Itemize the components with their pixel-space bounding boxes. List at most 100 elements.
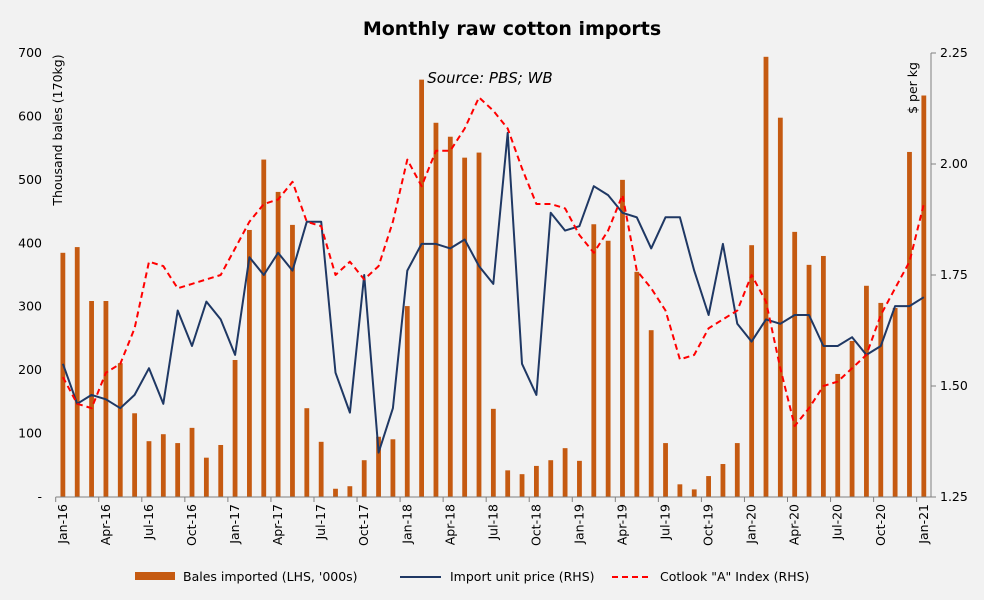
bar-Dec-16 <box>218 444 224 497</box>
x-tick-label: Jul-17 <box>313 504 328 541</box>
bar-Dec-20 <box>907 151 912 497</box>
bar-Oct-20 <box>878 302 884 497</box>
axes-group: Jan-16 Apr-16 Jul-16 Oct-16 Jan-17 Apr-17 Jul-… <box>18 45 968 546</box>
left-tick-label: 400 <box>18 235 42 250</box>
x-tick-label: Apr-16 <box>98 504 113 545</box>
bar-Aug-19 <box>677 484 683 497</box>
right-tick-label: 1.50 <box>940 378 968 393</box>
left-tick-label: 700 <box>18 45 42 60</box>
bar-Jan-19 <box>577 460 582 497</box>
lines-group <box>61 96 925 454</box>
bar-Aug-17 <box>333 488 338 497</box>
bar-Sep-17 <box>347 486 353 497</box>
right-tick-label: 2.00 <box>940 156 968 171</box>
left-tick-label: - <box>37 489 42 504</box>
x-tick-label: Apr-19 <box>615 504 630 545</box>
x-tick-label: Jul-16 <box>141 504 156 541</box>
bar-Nov-16 <box>203 457 209 497</box>
bar-Nov-17 <box>376 436 381 497</box>
bar-Mar-19 <box>605 240 611 497</box>
bar-Oct-19 <box>706 476 711 497</box>
right-axis-label: $ per kg <box>905 62 920 114</box>
bar-Oct-17 <box>361 460 367 497</box>
bar-Aug-20 <box>849 340 855 497</box>
bar-Mar-17 <box>261 159 267 497</box>
legend-label-bales: Bales imported (LHS, '000s) <box>183 569 358 584</box>
bar-Jan-17 <box>232 359 238 497</box>
bar-Jan-16 <box>60 252 66 497</box>
bar-Feb-18 <box>419 79 425 497</box>
bar-Jul-18 <box>490 408 496 497</box>
x-tick-label: Oct-20 <box>873 504 888 546</box>
bar-Jul-20 <box>835 373 841 497</box>
bar-Sep-19 <box>691 489 697 497</box>
bar-Jun-17 <box>304 408 310 497</box>
bar-Sep-16 <box>175 443 181 497</box>
bar-Jun-18 <box>476 152 482 497</box>
bar-Nov-18 <box>548 460 554 497</box>
bar-Nov-20 <box>892 307 898 497</box>
chart-subtitle: Source: PBS; WB <box>427 69 552 87</box>
x-tick-label: Jan-16 <box>55 504 70 545</box>
x-tick-label: Jan-20 <box>744 504 759 545</box>
x-tick-label: Jan-17 <box>227 504 242 545</box>
x-tick-label: Apr-17 <box>270 504 285 545</box>
bar-Apr-19 <box>620 179 625 497</box>
bar-Mar-16 <box>89 301 94 497</box>
bar-Jun-19 <box>648 330 654 497</box>
left-tick-label: 300 <box>18 299 42 314</box>
right-tick-label: 1.25 <box>940 489 968 504</box>
bar-Apr-18 <box>447 136 453 497</box>
x-tick-label: Jan-19 <box>571 504 586 545</box>
bar-May-20 <box>806 264 812 497</box>
bar-Feb-20 <box>763 56 769 497</box>
bar-Apr-20 <box>792 231 798 497</box>
bar-Sep-18 <box>519 474 525 497</box>
bar-Jul-19 <box>663 443 668 497</box>
bar-Feb-16 <box>74 247 80 497</box>
left-tick-label: 500 <box>18 172 42 187</box>
bar-May-18 <box>462 157 468 497</box>
legend-swatch-bales <box>135 572 175 580</box>
bar-Feb-19 <box>591 224 597 497</box>
x-tick-label: Oct-16 <box>184 504 199 546</box>
bar-Dec-18 <box>562 448 568 497</box>
bar-Aug-18 <box>505 470 511 497</box>
bar-Jul-17 <box>318 441 324 497</box>
x-tick-label: Jul-19 <box>658 504 673 541</box>
legend: Bales imported (LHS, '000s) Import unit … <box>135 569 809 584</box>
left-axis-label: Thousand bales (170kg) <box>50 54 65 206</box>
bar-Jun-16 <box>132 413 138 497</box>
bar-May-19 <box>634 271 640 497</box>
bar-Oct-16 <box>189 427 195 497</box>
bar-Mar-18 <box>433 122 439 498</box>
x-tick-label: Apr-18 <box>442 504 457 545</box>
legend-label-import-price: Import unit price (RHS) <box>450 569 595 584</box>
bar-Jul-16 <box>146 441 152 497</box>
left-tick-label: 200 <box>18 362 42 377</box>
bar-May-16 <box>117 363 123 497</box>
x-tick-label: Apr-20 <box>787 504 802 545</box>
bar-Dec-19 <box>734 443 740 497</box>
bar-Dec-17 <box>390 439 396 497</box>
bar-Jan-21 <box>921 95 927 498</box>
x-tick-label: Jan-21 <box>916 504 931 545</box>
bar-Jan-18 <box>404 306 410 497</box>
x-tick-label: Oct-19 <box>701 504 716 546</box>
right-tick-label: 2.25 <box>940 45 968 60</box>
chart-title: Monthly raw cotton imports <box>363 18 661 40</box>
bar-Jun-20 <box>820 255 826 497</box>
x-tick-label: Jul-18 <box>485 504 500 541</box>
legend-label-cotlook: Cotlook "A" Index (RHS) <box>660 569 809 584</box>
x-tick-label: Oct-17 <box>356 504 371 546</box>
bar-Oct-18 <box>533 465 539 497</box>
bars-group <box>60 56 927 498</box>
bar-May-17 <box>290 224 295 498</box>
bar-Nov-19 <box>720 464 726 497</box>
bar-Jan-20 <box>749 245 755 497</box>
left-tick-label: 600 <box>18 108 42 123</box>
left-tick-label: 100 <box>18 426 42 441</box>
bar-Sep-20 <box>864 285 869 497</box>
